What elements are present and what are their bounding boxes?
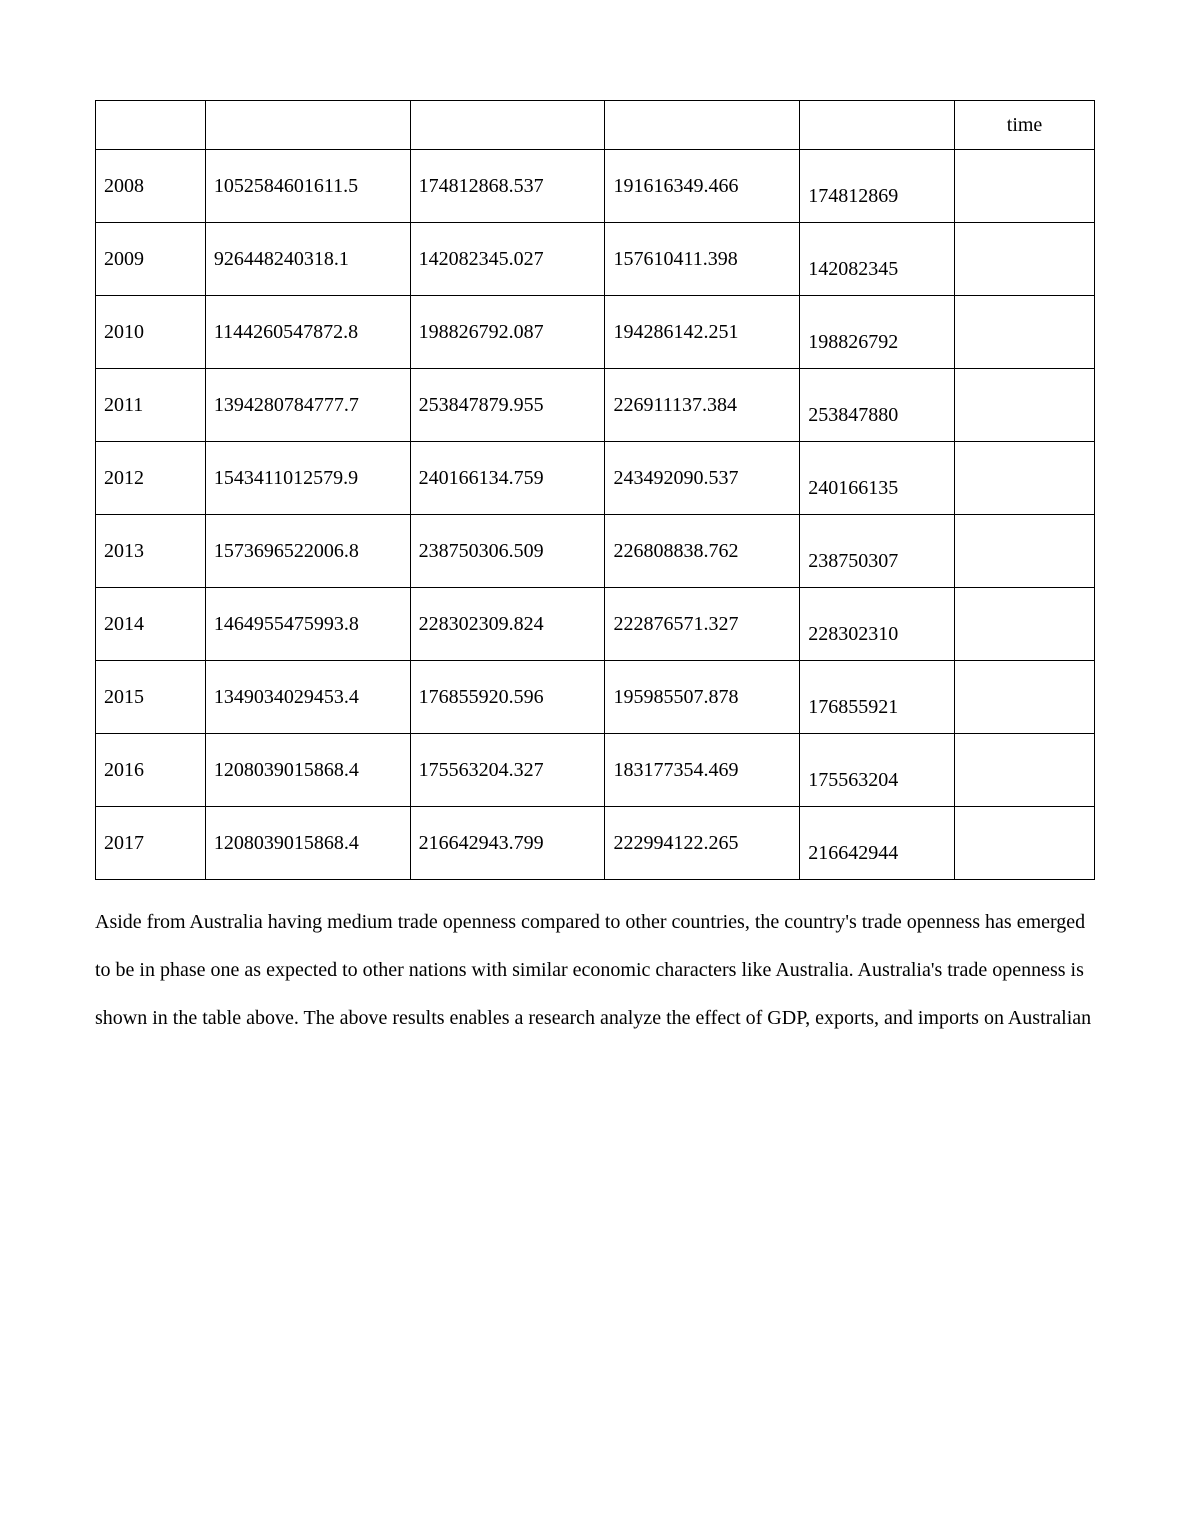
header-year <box>96 101 206 150</box>
header-imp <box>605 101 800 150</box>
table-row: 2012 1543411012579.9 240166134.759 24349… <box>96 442 1095 515</box>
cell-open: 240166135 <box>800 442 955 515</box>
cell-time <box>955 734 1095 807</box>
cell-year: 2013 <box>96 515 206 588</box>
cell-imp: 191616349.466 <box>605 150 800 223</box>
cell-time <box>955 661 1095 734</box>
header-exp <box>410 101 605 150</box>
cell-exp: 142082345.027 <box>410 223 605 296</box>
cell-exp: 238750306.509 <box>410 515 605 588</box>
table-row: 2017 1208039015868.4 216642943.799 22299… <box>96 807 1095 880</box>
cell-open: 175563204 <box>800 734 955 807</box>
cell-gdp: 1394280784777.7 <box>205 369 410 442</box>
table-row: 2009 926448240318.1 142082345.027 157610… <box>96 223 1095 296</box>
cell-imp: 222994122.265 <box>605 807 800 880</box>
cell-imp: 183177354.469 <box>605 734 800 807</box>
cell-gdp: 1573696522006.8 <box>205 515 410 588</box>
cell-open: 174812869 <box>800 150 955 223</box>
cell-gdp: 1144260547872.8 <box>205 296 410 369</box>
trade-openness-table: time 2008 1052584601611.5 174812868.537 … <box>95 100 1095 880</box>
cell-open: 238750307 <box>800 515 955 588</box>
body-paragraph: Aside from Australia having medium trade… <box>95 898 1095 1042</box>
table-row: 2011 1394280784777.7 253847879.955 22691… <box>96 369 1095 442</box>
cell-exp: 198826792.087 <box>410 296 605 369</box>
cell-year: 2014 <box>96 588 206 661</box>
cell-time <box>955 588 1095 661</box>
cell-imp: 226911137.384 <box>605 369 800 442</box>
table-header-row: time <box>96 101 1095 150</box>
cell-open: 198826792 <box>800 296 955 369</box>
cell-exp: 240166134.759 <box>410 442 605 515</box>
cell-open: 176855921 <box>800 661 955 734</box>
cell-open: 142082345 <box>800 223 955 296</box>
cell-imp: 226808838.762 <box>605 515 800 588</box>
cell-open: 253847880 <box>800 369 955 442</box>
cell-imp: 243492090.537 <box>605 442 800 515</box>
cell-gdp: 1208039015868.4 <box>205 734 410 807</box>
table-row: 2013 1573696522006.8 238750306.509 22680… <box>96 515 1095 588</box>
header-gdp <box>205 101 410 150</box>
cell-year: 2012 <box>96 442 206 515</box>
cell-imp: 194286142.251 <box>605 296 800 369</box>
cell-year: 2015 <box>96 661 206 734</box>
cell-gdp: 1349034029453.4 <box>205 661 410 734</box>
cell-time <box>955 515 1095 588</box>
cell-year: 2008 <box>96 150 206 223</box>
cell-year: 2011 <box>96 369 206 442</box>
cell-gdp: 1208039015868.4 <box>205 807 410 880</box>
cell-exp: 253847879.955 <box>410 369 605 442</box>
cell-exp: 176855920.596 <box>410 661 605 734</box>
cell-time <box>955 150 1095 223</box>
cell-exp: 228302309.824 <box>410 588 605 661</box>
cell-imp: 222876571.327 <box>605 588 800 661</box>
cell-open: 228302310 <box>800 588 955 661</box>
cell-time <box>955 296 1095 369</box>
table-row: 2016 1208039015868.4 175563204.327 18317… <box>96 734 1095 807</box>
cell-time <box>955 807 1095 880</box>
cell-time <box>955 223 1095 296</box>
cell-year: 2010 <box>96 296 206 369</box>
cell-gdp: 1464955475993.8 <box>205 588 410 661</box>
table-row: 2010 1144260547872.8 198826792.087 19428… <box>96 296 1095 369</box>
cell-exp: 216642943.799 <box>410 807 605 880</box>
table-row: 2014 1464955475993.8 228302309.824 22287… <box>96 588 1095 661</box>
header-time: time <box>955 101 1095 150</box>
cell-year: 2016 <box>96 734 206 807</box>
cell-imp: 157610411.398 <box>605 223 800 296</box>
cell-year: 2009 <box>96 223 206 296</box>
cell-open: 216642944 <box>800 807 955 880</box>
table-row: 2008 1052584601611.5 174812868.537 19161… <box>96 150 1095 223</box>
document-page: time 2008 1052584601611.5 174812868.537 … <box>0 0 1190 1540</box>
cell-exp: 174812868.537 <box>410 150 605 223</box>
cell-gdp: 926448240318.1 <box>205 223 410 296</box>
cell-time <box>955 442 1095 515</box>
cell-imp: 195985507.878 <box>605 661 800 734</box>
table-row: 2015 1349034029453.4 176855920.596 19598… <box>96 661 1095 734</box>
cell-gdp: 1052584601611.5 <box>205 150 410 223</box>
cell-exp: 175563204.327 <box>410 734 605 807</box>
cell-time <box>955 369 1095 442</box>
cell-gdp: 1543411012579.9 <box>205 442 410 515</box>
cell-year: 2017 <box>96 807 206 880</box>
header-open <box>800 101 955 150</box>
